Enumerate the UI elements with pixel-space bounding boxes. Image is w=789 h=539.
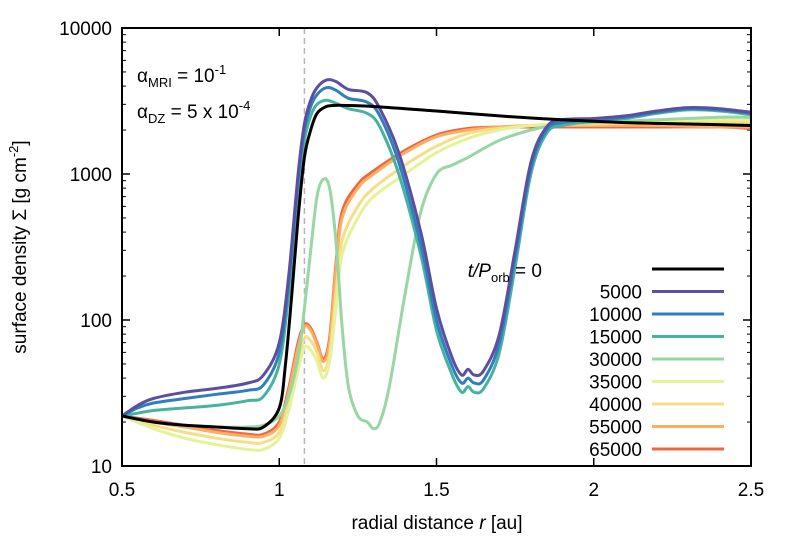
y-axis-label: surface density Σ [g cm-2] xyxy=(6,140,31,353)
x-tick-label: 2.5 xyxy=(738,480,764,501)
x-tick-label: 0.5 xyxy=(109,480,135,501)
series-line-35000 xyxy=(121,118,752,452)
annotation: αMRI = 10-1 αDZ = 5 x 10-4 xyxy=(137,62,250,126)
x-tick-label: 1 xyxy=(274,480,285,501)
x-tick-label: 1.5 xyxy=(423,480,449,501)
y-tick-label: 10 xyxy=(91,457,112,478)
legend-label-15000: 15000 xyxy=(589,328,642,349)
legend-label-5000: 5000 xyxy=(600,283,642,304)
series-line-30000 xyxy=(121,115,752,431)
series-line-0 xyxy=(121,103,752,431)
plot-frame xyxy=(121,27,752,467)
x-axis-label: radial distance r [au] xyxy=(351,513,522,534)
legend-label-35000: 35000 xyxy=(589,373,642,394)
y-tick-label: 1000 xyxy=(70,165,112,186)
legend-label-55000: 55000 xyxy=(589,418,642,439)
legend-label-65000: 65000 xyxy=(589,440,642,461)
series-line-10000 xyxy=(121,86,752,418)
y-tick-label: 100 xyxy=(80,311,112,332)
legend-label-30000: 30000 xyxy=(589,350,642,371)
series-line-15000 xyxy=(121,98,752,418)
legend-title: t/Porb = 0 xyxy=(468,261,542,285)
annotation-line-1: αMRI = 10-1 xyxy=(137,62,226,90)
series-layer xyxy=(121,78,752,452)
legend-label-40000: 40000 xyxy=(589,395,642,416)
legend-label-10000: 10000 xyxy=(589,305,642,326)
x-tick-label: 2 xyxy=(588,480,599,501)
annotation-line-2: αDZ = 5 x 10-4 xyxy=(137,98,250,126)
y-tick-label: 10000 xyxy=(59,19,112,40)
series-line-5000 xyxy=(121,78,752,418)
